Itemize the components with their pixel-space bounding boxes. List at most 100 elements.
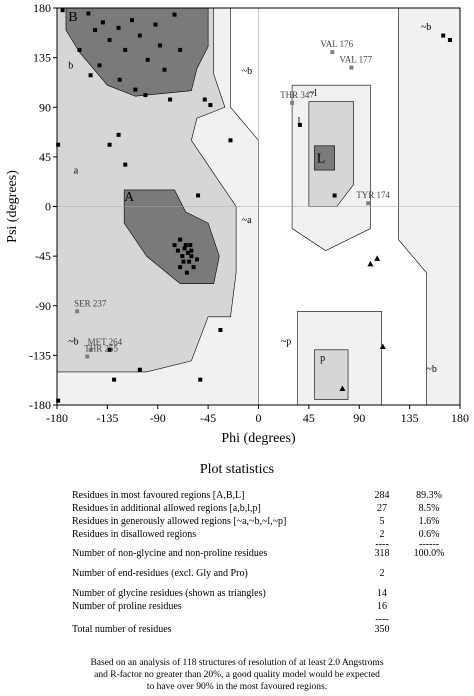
residue-point bbox=[75, 309, 80, 314]
residue-label: TYR 174 bbox=[356, 190, 390, 200]
residue-point bbox=[116, 25, 121, 30]
x-tick-label: 90 bbox=[353, 411, 365, 425]
residue-point bbox=[143, 93, 148, 98]
stats-count: 318 bbox=[374, 548, 390, 559]
residue-label: VAL 176 bbox=[320, 39, 353, 49]
footnote-line: to have over 90% in the most favoured re… bbox=[146, 682, 328, 692]
residue-point bbox=[185, 250, 190, 255]
stats-label: Residues in most favoured regions [A,B,L… bbox=[72, 490, 245, 501]
residue-point bbox=[100, 20, 105, 25]
favoured-region bbox=[314, 145, 335, 171]
stats-count: 5 bbox=[379, 516, 385, 527]
stats-label: Number of end-residues (excl. Gly and Pr… bbox=[72, 568, 248, 579]
residue-point bbox=[137, 367, 142, 372]
residue-point bbox=[130, 18, 135, 23]
residue-point bbox=[297, 122, 302, 127]
glycine-point bbox=[374, 255, 381, 261]
y-tick-label: -180 bbox=[29, 398, 51, 412]
region-label: l bbox=[298, 116, 301, 127]
residue-point bbox=[168, 97, 173, 102]
residue-point bbox=[97, 63, 102, 68]
residue-point bbox=[107, 37, 112, 42]
glycine-point bbox=[367, 260, 374, 267]
residue-point bbox=[181, 259, 186, 264]
region-label: ~b bbox=[421, 22, 431, 33]
residue-point bbox=[218, 328, 223, 333]
residue-point bbox=[137, 33, 142, 38]
y-axis-label: Psi (degrees) bbox=[5, 170, 20, 243]
residue-point bbox=[117, 77, 122, 82]
residue-point bbox=[88, 73, 93, 78]
residue-point bbox=[330, 50, 335, 55]
y-tick-label: 90 bbox=[39, 100, 51, 114]
ramachandran-plot: Bb Aa Ll ~l ~b ~a ~b ~p p ~b ~b -180 -135 -90 -45 0 45 90… bbox=[5, 1, 469, 446]
region-label: B bbox=[68, 10, 77, 25]
x-tick-label: 0 bbox=[256, 411, 262, 425]
residue-point bbox=[366, 201, 371, 206]
stats-count: 2 bbox=[379, 529, 385, 540]
region-label: ~a bbox=[242, 215, 252, 226]
stats-label: Number of glycine residues (shown as tri… bbox=[72, 588, 266, 599]
residue-point bbox=[189, 248, 194, 253]
y-tick-label: 45 bbox=[39, 150, 51, 164]
stats-percent: 8.5% bbox=[418, 503, 440, 514]
region-label: L bbox=[317, 151, 326, 166]
residue-point bbox=[56, 398, 61, 403]
residue-point bbox=[228, 138, 233, 143]
stats-count: ---- bbox=[375, 539, 389, 550]
residue-point bbox=[182, 246, 187, 251]
residue-point bbox=[86, 11, 91, 16]
region-label: b bbox=[68, 61, 73, 72]
residue-point bbox=[133, 87, 138, 92]
residue-point bbox=[447, 37, 452, 42]
stats-label: Total number of residues bbox=[72, 624, 172, 635]
residue-point bbox=[184, 270, 189, 275]
residue-point bbox=[123, 47, 128, 52]
region-label: ~p bbox=[281, 336, 291, 347]
residue-point bbox=[441, 33, 446, 38]
y-tick-label: 135 bbox=[33, 51, 51, 65]
stats-percent: 0.6% bbox=[418, 529, 440, 540]
y-tick-label: -90 bbox=[35, 299, 51, 313]
y-tick-label: 180 bbox=[33, 1, 51, 15]
residue-point bbox=[107, 347, 112, 352]
stats-count: ---- bbox=[375, 614, 389, 625]
residue-point bbox=[123, 162, 128, 167]
residue-point bbox=[116, 132, 121, 137]
residue-point bbox=[191, 265, 196, 270]
region-label: ~b bbox=[426, 364, 436, 375]
residue-point bbox=[187, 259, 192, 264]
residue-point bbox=[290, 100, 295, 105]
stats-title: Plot statistics bbox=[199, 462, 275, 477]
y-tick-label: -45 bbox=[35, 249, 51, 263]
stats-count: 27 bbox=[377, 503, 387, 514]
residue-point bbox=[162, 67, 167, 72]
stats-count: 14 bbox=[377, 588, 387, 599]
residue-label: VAL 177 bbox=[339, 55, 372, 65]
stats-count: 284 bbox=[374, 490, 390, 501]
residue-point bbox=[202, 97, 207, 102]
stats-count: 16 bbox=[377, 601, 387, 612]
residue-point bbox=[77, 47, 82, 52]
residue-label: THR 347 bbox=[280, 90, 314, 100]
stats-percent: 1.6% bbox=[418, 516, 440, 527]
residue-point bbox=[332, 193, 337, 198]
stats-label: Number of non-glycine and non-proline re… bbox=[72, 548, 268, 559]
region-label: ~l bbox=[309, 88, 317, 99]
residue-point bbox=[175, 248, 180, 253]
stats-label: Number of proline residues bbox=[72, 601, 182, 612]
residue-point bbox=[180, 254, 185, 259]
x-tick-label: -90 bbox=[150, 411, 166, 425]
x-tick-label: 45 bbox=[303, 411, 315, 425]
residue-point bbox=[107, 142, 112, 147]
region-label: a bbox=[74, 165, 79, 176]
residue-label: SER 237 bbox=[74, 298, 107, 308]
residue-point bbox=[349, 65, 354, 70]
residue-point bbox=[56, 142, 61, 147]
residue-point bbox=[172, 12, 177, 17]
residue-point bbox=[189, 254, 194, 259]
residue-point bbox=[178, 47, 183, 52]
residue-point bbox=[85, 354, 90, 359]
favoured-region bbox=[65, 7, 209, 97]
